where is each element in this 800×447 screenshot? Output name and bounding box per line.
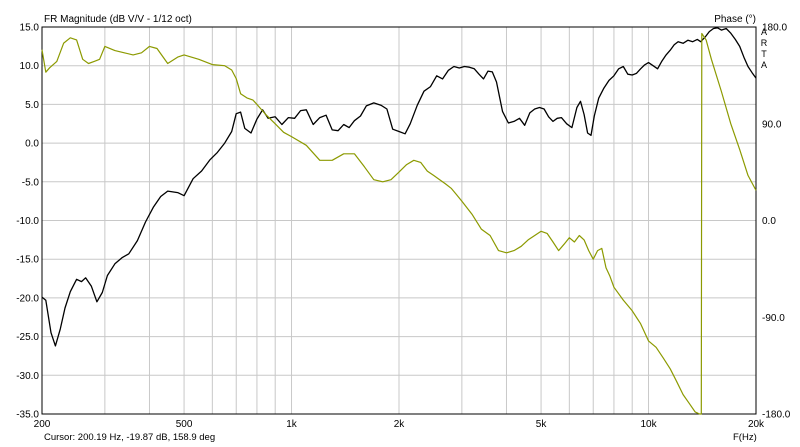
y-tick-label: -25.0 (16, 332, 39, 343)
y-tick-label: -10.0 (16, 216, 39, 227)
cursor-readout: Cursor: 200.19 Hz, -19.87 dB, 158.9 deg (44, 432, 216, 443)
magnitude-line (41, 27, 757, 347)
series-layer (41, 27, 757, 415)
y-tick-label: -35.0 (16, 410, 39, 421)
x-axis-label: F(Hz) (733, 432, 757, 443)
y2-tick-label: -180.0 (762, 410, 791, 421)
x-tick-label: 200 (34, 419, 51, 430)
y-tick-label: -15.0 (16, 255, 39, 266)
arta-letter: R (760, 38, 768, 48)
x-tick-label: 1k (286, 419, 298, 430)
y-axis-right: 180.0 90.0 0.0 -90.0 -180.0 (762, 23, 791, 421)
y-axis-left: 15.0 10.0 5.0 0.0 -5.0 -10.0 -15.0 -20.0 -25.0 -3… (16, 23, 39, 421)
y-tick-label: 15.0 (20, 23, 40, 34)
x-tick-label: 500 (176, 419, 193, 430)
y-tick-label: 5.0 (25, 100, 39, 111)
arta-letter: A (760, 60, 767, 70)
y-tick-label: -5.0 (22, 177, 40, 188)
x-tick-label: 5k (536, 419, 548, 430)
y2-tick-label: 180.0 (762, 23, 787, 34)
x-tick-label: 20k (748, 419, 765, 430)
arta-logo: A R T A (759, 27, 769, 71)
arta-letter: T (761, 49, 767, 59)
y-tick-label: -30.0 (16, 371, 39, 382)
phase-line (41, 32, 757, 415)
y2-tick-label: -90.0 (762, 313, 785, 324)
y-tick-label: 0.0 (25, 139, 39, 150)
grid (41, 26, 757, 415)
x-axis: 200 500 1k 2k 5k 10k 20k (34, 419, 765, 430)
plot-frame (41, 26, 757, 415)
x-tick-label: 2k (394, 419, 406, 430)
y2-tick-label: 0.0 (762, 216, 776, 227)
x-tick-label: 10k (640, 419, 657, 430)
y2-tick-label: 90.0 (762, 119, 782, 130)
y-tick-label: 10.0 (20, 61, 40, 72)
y-tick-label: -20.0 (16, 293, 39, 304)
arta-letter: A (760, 27, 767, 37)
chart-title: FR Magnitude (dB V/V - 1/12 oct) (44, 14, 192, 25)
right-axis-label: Phase (°) (714, 14, 756, 25)
